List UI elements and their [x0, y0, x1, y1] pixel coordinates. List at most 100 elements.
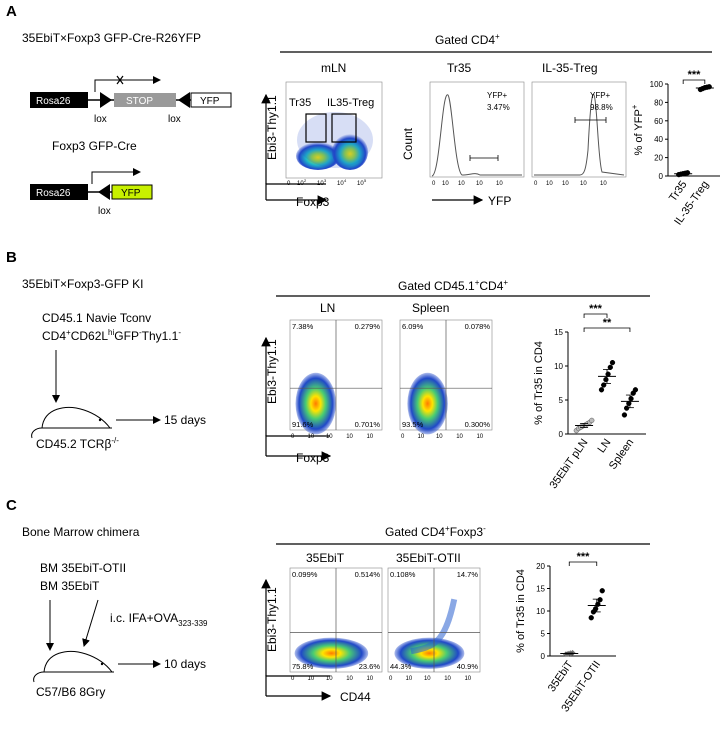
quadrant-lr: 40.9%: [457, 662, 479, 671]
quadrant-ul: 7.38%: [292, 322, 314, 331]
days-c: 10 days: [164, 657, 206, 671]
stop-box: [114, 93, 176, 107]
svg-text:10: 10: [600, 181, 607, 187]
significance-bracket: [568, 561, 598, 566]
data-point: [601, 382, 607, 388]
facs-c-ylabel: Ebi3-Thy1.1: [265, 587, 279, 652]
y-axis-label: % of Tr35 in CD4: [515, 569, 527, 653]
gate-label-il35-treg: IL35-Treg: [327, 97, 374, 109]
facs-a-title: mLN: [321, 61, 346, 75]
facs-tick: 10: [346, 434, 353, 440]
y-tick-label: 80: [654, 98, 663, 107]
quadrant-ur: 14.7%: [457, 570, 479, 579]
quadrant-ur: 0.078%: [465, 322, 491, 331]
quadrant-lr: 0.300%: [465, 420, 491, 429]
y-tick-label: 60: [654, 117, 663, 126]
quadrant-ur: 0.514%: [355, 570, 381, 579]
data-point: [598, 387, 605, 393]
panel-b-gate-header: Gated CD45.1+CD4+: [398, 278, 508, 293]
y-tick-label: 0: [659, 172, 664, 181]
facs-tick: 10: [444, 676, 451, 682]
svg-text:2: 2: [304, 178, 307, 183]
quadrant-ll: 44.3%: [390, 662, 412, 671]
facs-tick: 10: [326, 676, 333, 682]
svg-text:10: 10: [357, 181, 364, 187]
rosa26-box-2: [30, 184, 88, 200]
facs-c-xlabel: CD44: [340, 690, 371, 704]
hist-il35-title: IL-35-Treg: [542, 61, 598, 75]
svg-text:10: 10: [496, 181, 503, 187]
quadrant-lr: 23.6%: [359, 662, 381, 671]
cross-icon: [116, 75, 124, 85]
y-tick-label: 10: [536, 607, 545, 616]
data-point: [621, 412, 628, 418]
y-tick-label: 15: [536, 585, 545, 594]
svg-text:10: 10: [546, 181, 553, 187]
y-tick-label: 0: [541, 652, 546, 661]
data-point: [597, 597, 603, 603]
bm-line-1: BM 35EbiT-OTII: [40, 561, 126, 575]
y-tick-label: 15: [554, 328, 563, 337]
lox-label-2: lox: [98, 206, 111, 217]
y-axis-label: % of Tr35 in CD4: [533, 341, 545, 425]
donor-line-2: CD4+CD62LhiGFP-Thy1.1-: [42, 328, 181, 343]
y-tick-label: 0: [559, 430, 564, 439]
quadrant-ur: 0.279%: [355, 322, 381, 331]
recipient-b: CD45.2 TCRβ-/-: [36, 436, 119, 451]
bm-line-2: BM 35EbiT: [40, 579, 100, 593]
panel-c-letter: C: [6, 497, 17, 514]
hist-il35-label: YFP+: [590, 91, 611, 100]
recipient-c: C57/B6 8Gry: [36, 685, 105, 699]
data-point: [609, 359, 616, 366]
yfp-label: YFP: [200, 96, 220, 107]
quadrant-ul: 0.108%: [390, 570, 416, 579]
lox-triangle-left: [100, 92, 112, 108]
facs-b-ylabel: Ebi3-Thy1.1: [265, 339, 279, 404]
facs-a-ylabel: Ebi3-Thy1.1: [265, 95, 279, 160]
gate-tr35: [305, 113, 327, 143]
y-tick-label: 5: [559, 396, 564, 405]
facs-tick: 0: [291, 676, 295, 682]
lox-label-left: lox: [94, 114, 107, 125]
facs-tick: 10: [366, 676, 373, 682]
data-point: [632, 387, 639, 393]
data-point: [603, 376, 609, 383]
y-tick-label: 5: [541, 630, 546, 639]
hist-tr35-label: YFP+: [487, 91, 508, 100]
svg-text:10: 10: [580, 181, 587, 187]
density-cloud: [294, 637, 369, 669]
days-b: 15 days: [164, 413, 206, 427]
svg-text:0: 0: [432, 181, 436, 187]
yfp-box: [190, 92, 232, 108]
x-category-label: LN: [596, 437, 614, 455]
svg-text:0: 0: [534, 181, 538, 187]
x-category-label: Spleen: [607, 437, 636, 472]
facs-tick: 10: [406, 676, 413, 682]
svg-text:10: 10: [476, 181, 483, 187]
mouse-icon: [33, 650, 114, 683]
significance-label: ***: [577, 551, 591, 563]
panel-b-title: 35EbiT×Foxp3-GFP KI: [22, 277, 144, 291]
density-cloud: [296, 142, 340, 170]
significance-label: **: [603, 317, 612, 329]
panel-a-gate-header: Gated CD4+: [435, 32, 500, 47]
promoter-arrow-2: [91, 168, 141, 184]
facs-tick: 10: [436, 434, 443, 440]
facs-b-ln: 7.38% 0.279% 91.6% 0.701% 0 10 10 10 10: [289, 319, 383, 440]
significance-bracket: [682, 79, 706, 84]
mouse-icon: [31, 406, 112, 439]
svg-text:5: 5: [364, 178, 367, 183]
donor-line-1: CD45.1 Navie Tconv: [42, 311, 151, 325]
hist-tr35-value: 3.47%: [487, 103, 510, 112]
significance-label: ***: [688, 69, 702, 81]
panel-c-gate-header: Gated CD4+Foxp3-: [385, 524, 486, 539]
quadrant-ll: 75.8%: [292, 662, 314, 671]
facs-tick: 10: [346, 676, 353, 682]
lox-label-right: lox: [168, 114, 181, 125]
data-point: [623, 405, 630, 411]
y-tick-label: 10: [554, 362, 563, 371]
data-point: [599, 588, 605, 594]
facs-tick: 10: [456, 434, 463, 440]
construct-2: Rosa26 YFP lox: [30, 168, 153, 217]
hist-il35: YFP+ 98.8%: [531, 81, 627, 178]
